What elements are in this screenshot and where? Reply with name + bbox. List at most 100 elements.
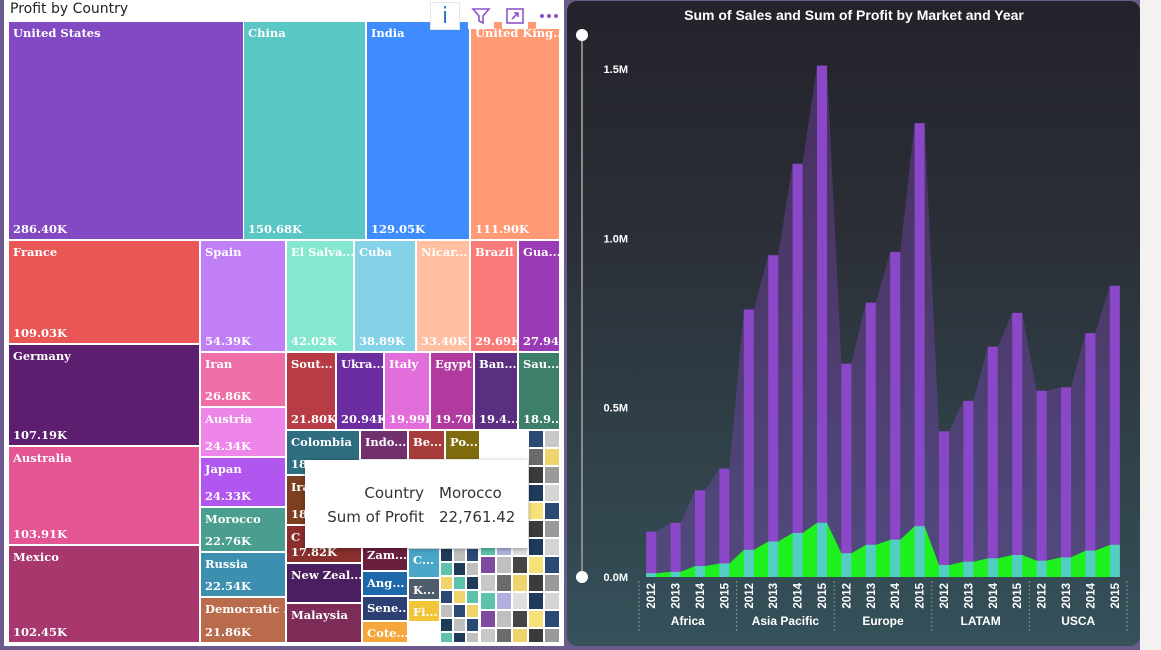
treemap-tile-small[interactable] [453, 632, 466, 643]
treemap-tile-small[interactable] [528, 610, 544, 628]
treemap-tile-small[interactable] [479, 590, 481, 604]
treemap-tile[interactable]: Gua... 27.94K [518, 240, 560, 352]
treemap-tile[interactable]: Brazil 29.69K [470, 240, 518, 352]
sales-profit-chart-visual[interactable]: Sum of Sales and Sum of Profit by Market… [567, 1, 1140, 646]
profit-bar[interactable] [1109, 544, 1120, 577]
treemap-tile[interactable]: Sout... 21.80K [286, 352, 336, 430]
treemap-tile[interactable]: Cote... [362, 621, 408, 643]
treemap-tile-small[interactable] [528, 520, 544, 538]
treemap-tile-small[interactable] [544, 556, 560, 574]
treemap-tile-small[interactable] [512, 574, 528, 592]
sales-bar[interactable] [1061, 387, 1071, 577]
treemap-tile[interactable]: Indo... [360, 430, 408, 460]
treemap-tile-small[interactable] [466, 590, 479, 604]
sales-bar[interactable] [768, 255, 779, 577]
treemap-tile-small[interactable] [528, 556, 544, 574]
sales-bar[interactable] [987, 346, 998, 577]
treemap-tile-small[interactable] [480, 556, 496, 574]
treemap-tile[interactable]: Sau... 18.9... [518, 352, 560, 430]
treemap-tile[interactable]: Democratic ... 21.86K [200, 597, 286, 643]
sales-bar[interactable] [841, 363, 852, 577]
treemap-tile[interactable]: Iran 26.86K [200, 352, 286, 407]
treemap-area[interactable]: United States 286.40K China 150.68K India 129… [4, 0, 564, 646]
treemap-tile-small[interactable] [453, 590, 466, 604]
treemap-tile[interactable]: New Zeal... [286, 563, 362, 603]
treemap-tile[interactable]: Ira 18 [286, 475, 306, 525]
sales-bar[interactable] [792, 163, 803, 577]
treemap-tile-small[interactable] [440, 590, 453, 604]
treemap-tile-small[interactable] [453, 562, 466, 576]
treemap-tile-small[interactable] [496, 556, 512, 574]
sales-bar[interactable] [670, 522, 681, 577]
treemap-tile[interactable]: El Salva... 42.02K [286, 240, 354, 352]
profit-bar[interactable] [1061, 557, 1071, 577]
sales-bar[interactable] [743, 309, 754, 577]
treemap-tile-small[interactable] [544, 502, 560, 520]
treemap-tile[interactable]: Ang... [362, 571, 408, 596]
profit-bar[interactable] [719, 563, 730, 577]
treemap-tile[interactable]: Ban... 19.4... [474, 352, 518, 430]
treemap-tile-small[interactable] [544, 574, 560, 592]
profit-bar[interactable] [1036, 560, 1047, 577]
treemap-tile[interactable]: Italy 19.99K [384, 352, 430, 430]
treemap-tile[interactable]: Po... [445, 430, 480, 460]
treemap-tile-small[interactable] [512, 556, 528, 574]
treemap-tile-small[interactable] [496, 574, 512, 592]
treemap-tile-small[interactable] [480, 574, 496, 592]
profit-bar[interactable] [865, 544, 876, 577]
sales-bar[interactable] [695, 490, 705, 577]
treemap-tile-small[interactable] [479, 604, 481, 618]
treemap-tile[interactable]: K... [408, 578, 440, 600]
sales-bar[interactable] [914, 123, 925, 577]
treemap-tile[interactable]: India 129.05K [366, 21, 470, 240]
profit-bar[interactable] [1085, 550, 1096, 577]
treemap-tile-small[interactable] [466, 562, 479, 576]
treemap-tile-small[interactable] [528, 484, 544, 502]
treemap-tile[interactable]: Mexico 102.45K [8, 545, 200, 643]
treemap-tile[interactable]: Japan 24.33K [200, 457, 286, 507]
treemap-tile-small[interactable] [496, 592, 512, 610]
treemap-tile[interactable]: Fi... [408, 600, 440, 622]
treemap-tile-small[interactable] [528, 466, 544, 484]
sales-bar[interactable] [1012, 312, 1023, 577]
treemap-tile-small[interactable] [544, 610, 560, 628]
filter-icon[interactable] [468, 3, 494, 29]
treemap-tile-small[interactable] [479, 562, 481, 576]
profit-bar[interactable] [1012, 554, 1023, 577]
treemap-tile-small[interactable] [512, 592, 528, 610]
treemap-tile-small[interactable] [528, 574, 544, 592]
treemap-tile[interactable]: United King... 111.90K [470, 21, 560, 240]
treemap-tile-small[interactable] [466, 618, 479, 632]
treemap-tile-small[interactable] [440, 618, 453, 632]
treemap-tile-small[interactable] [544, 628, 560, 643]
treemap-tile[interactable]: Sene... [362, 596, 408, 621]
treemap-tile[interactable]: Morocco 22.76K [200, 507, 286, 552]
treemap-tile-small[interactable] [453, 604, 466, 618]
profit-bar[interactable] [890, 539, 901, 577]
sales-bar[interactable] [865, 302, 876, 577]
profit-bar[interactable] [670, 571, 681, 577]
treemap-tile-small[interactable] [479, 632, 481, 643]
treemap-tile-small[interactable] [440, 562, 453, 576]
zoom-slider-top-handle[interactable] [576, 29, 588, 41]
profit-bar[interactable] [914, 526, 925, 577]
profit-bar[interactable] [987, 558, 998, 577]
treemap-tile[interactable]: Germany 107.19K [8, 344, 200, 446]
treemap-tile[interactable]: Australia 103.91K [8, 446, 200, 545]
profit-bar[interactable] [646, 573, 657, 577]
treemap-tile-small[interactable] [528, 448, 544, 466]
treemap-tile-small[interactable] [480, 592, 496, 610]
treemap-tile-small[interactable] [512, 610, 528, 628]
treemap-tile-small[interactable] [528, 502, 544, 520]
sales-bar[interactable] [646, 531, 657, 577]
treemap-tile[interactable]: C... [408, 548, 440, 578]
profit-bar[interactable] [743, 549, 754, 577]
treemap-tile-small[interactable] [466, 548, 479, 562]
profit-bar[interactable] [817, 522, 827, 577]
treemap-tile-small[interactable] [528, 592, 544, 610]
treemap-tile[interactable]: Russia 22.54K [200, 552, 286, 597]
profit-bar[interactable] [792, 532, 803, 577]
sales-bar[interactable] [939, 431, 949, 577]
treemap-tile[interactable]: Be... [408, 430, 445, 460]
treemap-tile-small[interactable] [440, 576, 453, 590]
